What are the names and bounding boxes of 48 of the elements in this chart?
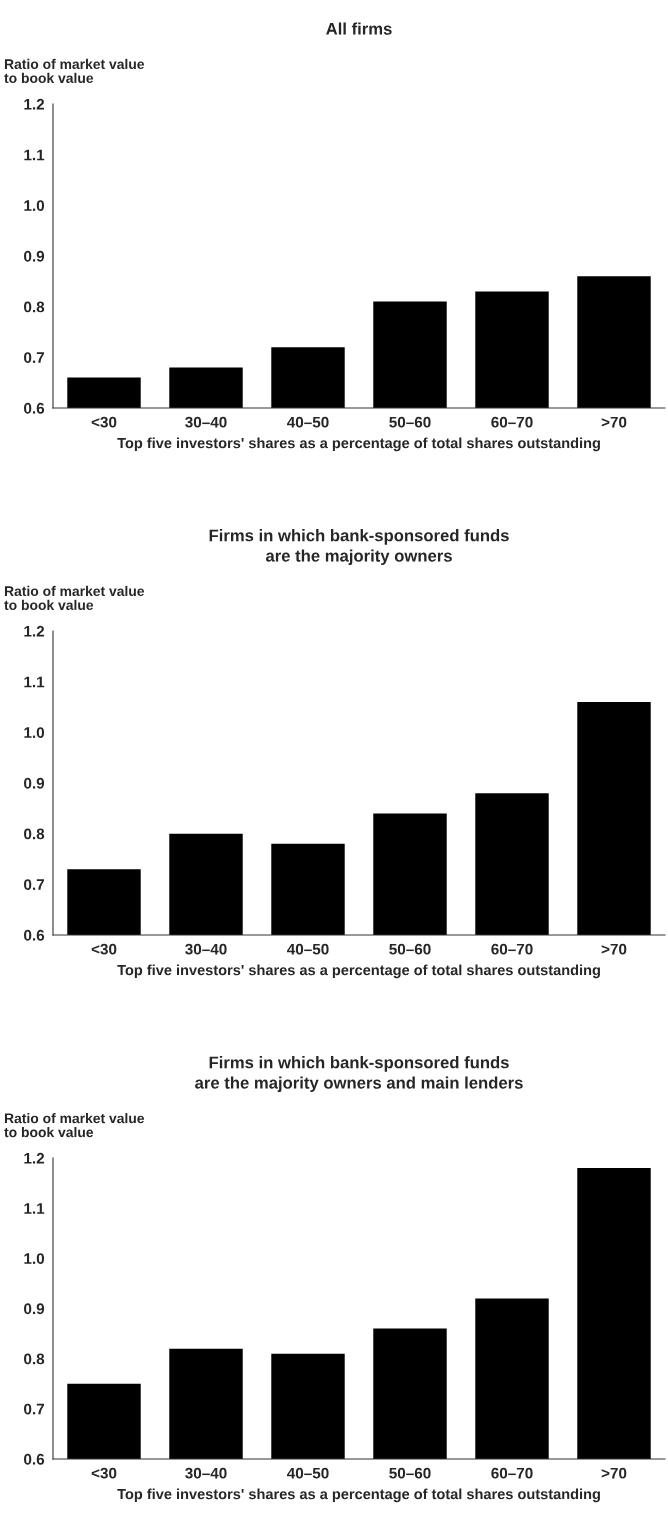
y-tick-label: 1.0 bbox=[24, 1253, 45, 1265]
x-tick-label: 40–50 bbox=[286, 416, 329, 428]
x-tick-label: 30–40 bbox=[185, 943, 227, 955]
y-tick-label: 1.2 bbox=[24, 625, 45, 637]
y-tick-label: 0.6 bbox=[24, 1453, 45, 1465]
x-tick-label: 30–40 bbox=[185, 1467, 227, 1479]
x-tick-label: 60–70 bbox=[491, 943, 533, 955]
y-axis-title: Ratio of market value to book value bbox=[4, 585, 145, 611]
x-tick-label: 60–70 bbox=[491, 1467, 533, 1479]
y-tick-label: 0.7 bbox=[24, 1403, 44, 1415]
y-axis-title: Ratio of market value to book value bbox=[4, 58, 145, 84]
x-tick-label: 40–50 bbox=[286, 1467, 329, 1479]
chart-title: All firms bbox=[326, 22, 392, 35]
y-tick-label: 0.7 bbox=[24, 879, 44, 891]
y-tick-label: 1.2 bbox=[24, 98, 45, 110]
y-tick-label: 0.9 bbox=[24, 250, 45, 262]
x-tick-label: 50–60 bbox=[389, 416, 431, 428]
x-tick-label: <30 bbox=[91, 943, 117, 955]
y-tick-label: 0.9 bbox=[24, 777, 45, 789]
y-tick-label: 0.8 bbox=[24, 1353, 45, 1365]
x-tick-label: 50–60 bbox=[389, 1467, 431, 1479]
y-tick-label: 0.6 bbox=[24, 402, 45, 414]
x-tick-label: >70 bbox=[601, 416, 627, 428]
x-tick-label: 50–60 bbox=[389, 943, 431, 955]
y-tick-label: 0.8 bbox=[24, 828, 45, 840]
x-tick-label: 40–50 bbox=[286, 943, 329, 955]
y-tick-label: 0.8 bbox=[24, 301, 45, 313]
y-tick-label: 1.1 bbox=[24, 149, 45, 161]
x-axis-title: Top five investors' shares as a percentage of total shares outstanding bbox=[117, 1488, 600, 1503]
x-tick-label: >70 bbox=[601, 943, 627, 955]
y-tick-label: 0.9 bbox=[24, 1303, 45, 1315]
y-axis-title: Ratio of market value to book value bbox=[4, 1113, 145, 1138]
chart-title: Firms in which bank-sponsored funds are the majority owners bbox=[209, 529, 509, 566]
chart-title: Firms in which bank-sponsored funds are the majority owners and main lenders bbox=[195, 1056, 523, 1093]
x-tick-label: <30 bbox=[91, 1467, 117, 1479]
x-tick-label: <30 bbox=[91, 416, 117, 428]
y-tick-label: 0.7 bbox=[24, 352, 44, 364]
y-tick-label: 1.1 bbox=[24, 1203, 45, 1214]
x-tick-label: 30–40 bbox=[185, 416, 227, 428]
x-tick-label: >70 bbox=[601, 1467, 627, 1479]
y-tick-label: 1.0 bbox=[24, 200, 45, 212]
x-axis-title: Top five investors' shares as a percentage of total shares outstanding bbox=[117, 437, 600, 452]
x-tick-label: 60–70 bbox=[491, 416, 533, 428]
y-tick-label: 1.0 bbox=[24, 727, 45, 739]
y-tick-label: 1.1 bbox=[24, 676, 45, 688]
x-axis-title: Top five investors' shares as a percentage of total shares outstanding bbox=[117, 964, 600, 979]
y-tick-label: 1.2 bbox=[24, 1152, 45, 1164]
y-tick-label: 0.6 bbox=[24, 929, 45, 941]
